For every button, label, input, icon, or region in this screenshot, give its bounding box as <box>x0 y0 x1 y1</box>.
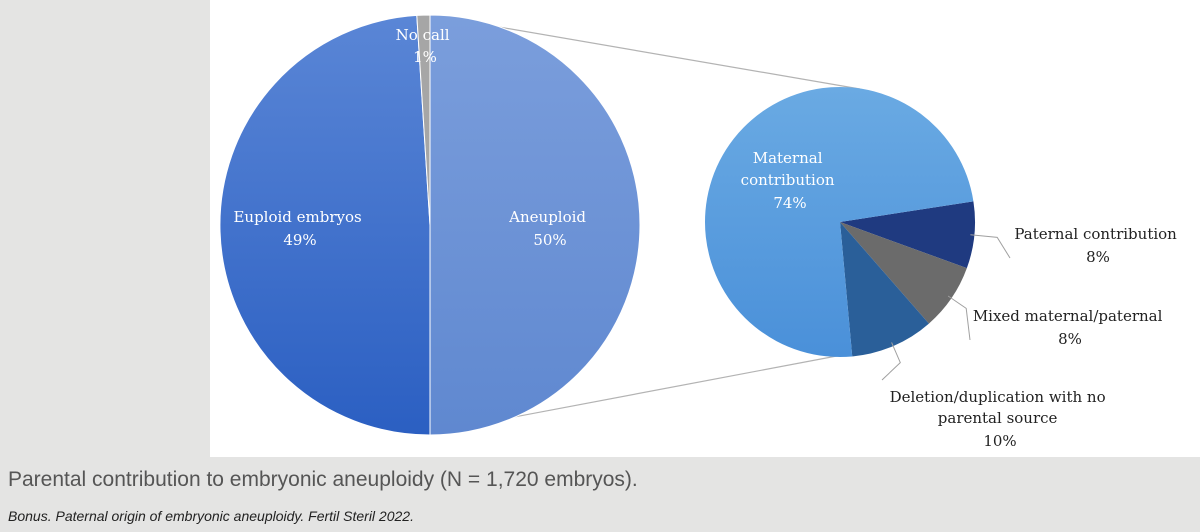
pie-slice-euploid-embryos <box>219 14 431 436</box>
connector-line-top <box>434 15 861 90</box>
pie-slice-no-call <box>416 14 431 226</box>
slice-label-no-call: No call 1% <box>396 26 455 66</box>
figure-caption: Parental contribution to embryonic aneup… <box>8 468 638 491</box>
pie-chart-svg: No call 1% Euploid embryos 49% Aneuploid… <box>219 14 1181 450</box>
slice-label-aneuploid: Aneuploid 50% <box>508 208 591 249</box>
leader-line-paternal-contribution <box>970 234 1011 259</box>
main-pie <box>219 14 641 436</box>
slice-label-maternal: Maternal contribution 74% <box>741 149 840 212</box>
slice-label-deletion: Deletion/duplication with no parental so… <box>890 388 1111 450</box>
leader-line-mixed-maternal-paternal <box>947 295 971 341</box>
slice-label-paternal: Paternal contribution 8% <box>1014 225 1181 266</box>
pie-slice-aneuploid <box>429 14 641 436</box>
slice-label-euploid: Euploid embryos 49% <box>233 208 366 249</box>
pie-slice-mixed-maternal-paternal <box>840 222 967 324</box>
leader-line-deletion-duplication-with-no-parental-source <box>881 342 901 381</box>
chart-figure: No call 1% Euploid embryos 49% Aneuploid… <box>210 0 1200 457</box>
breakdown-pie <box>704 86 975 357</box>
pie-slice-paternal-contribution <box>840 201 975 269</box>
leader-lines <box>881 234 1011 381</box>
slice-label-mixed: Mixed maternal/paternal 8% <box>973 307 1167 348</box>
figure-source: Bonus. Paternal origin of embryonic aneu… <box>8 508 414 524</box>
pie-slice-maternal <box>704 86 974 357</box>
pie-slice-deletion-duplication-with-no-parental-source <box>840 222 929 357</box>
